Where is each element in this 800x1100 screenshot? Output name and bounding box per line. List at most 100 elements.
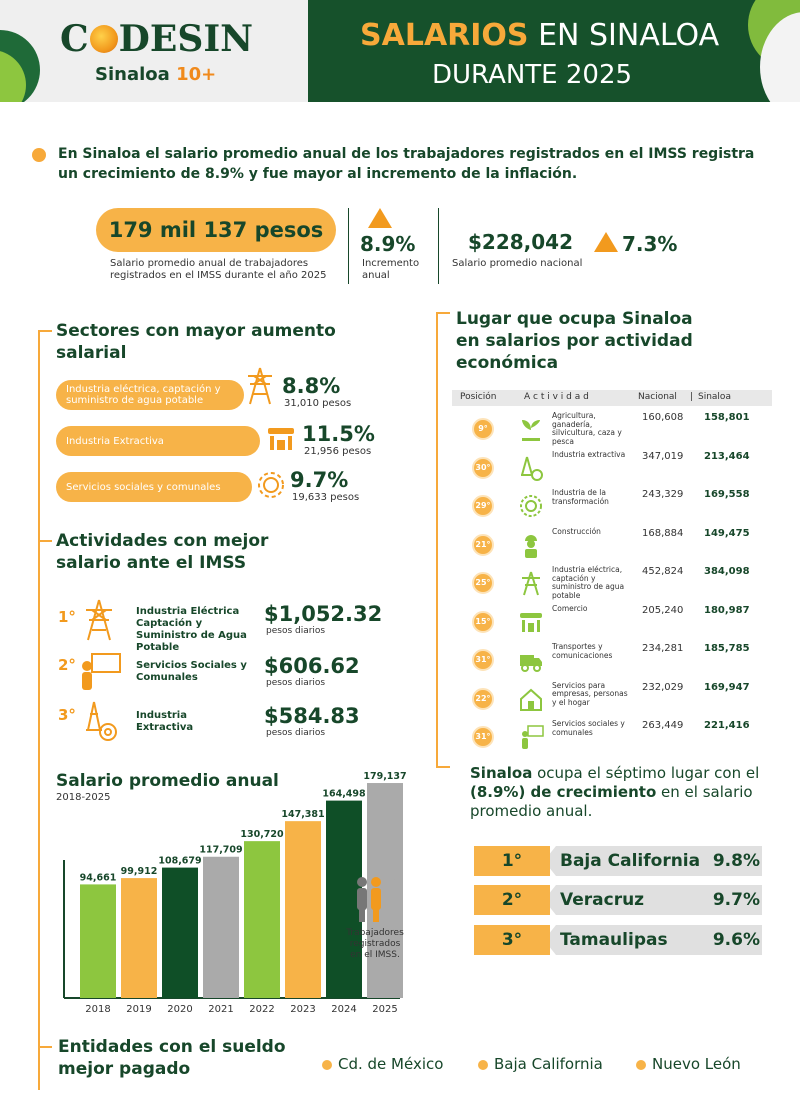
chart-title: Salario promedio anual [56, 771, 279, 791]
sector-amount: 31,010 pesos [284, 398, 352, 409]
main-salary-pill: 179 mil 137 pesos [96, 208, 336, 252]
table-row: 31° Servicios sociales y comunales 263,449… [452, 719, 772, 758]
x-tick-label: 2018 [85, 1004, 110, 1015]
chart-annotation: Trabajadores registrados en el IMSS. [346, 928, 404, 960]
table-row: 30° Industria extractiva 347,019 213,464 [452, 449, 772, 489]
legend-dot [478, 1060, 488, 1070]
logo-subtitle: Sinaloa 10+ [95, 64, 217, 85]
bar-2019 [121, 878, 157, 998]
sector-amount: 21,956 pesos [304, 446, 372, 457]
ranking-position: 2° [474, 885, 550, 915]
row-nacional: 168,884 [642, 527, 684, 539]
col-sinaloa: Sinaloa [698, 392, 731, 402]
legend-label: Cd. de México [338, 1055, 444, 1073]
bar-2022 [244, 841, 280, 998]
section-guide-line [38, 330, 52, 1090]
increase-label: Incremento anual [362, 258, 420, 281]
ranking-bar [544, 885, 762, 915]
logo-text-rest: DESIN [118, 18, 254, 60]
activity-rank: 3° [58, 706, 76, 724]
drill-icon [521, 456, 543, 481]
section-guide-tick [436, 766, 450, 768]
chart-subtitle: 2018-2025 [56, 792, 111, 803]
row-activity: Industria eléctrica, captación y suminis… [552, 565, 625, 600]
footer-title: Entidades con el sueldo mejor pagado [58, 1037, 286, 1079]
bar-2021 [203, 856, 239, 998]
national-salary-value: $228,042 [468, 230, 574, 254]
activity-rank: 2° [58, 656, 76, 674]
bar-2023 [285, 821, 321, 998]
row-nacional: 205,240 [642, 604, 684, 616]
table-header: Posición A c t i v i d a d Nacional | Si… [452, 390, 772, 406]
section-guide-line [436, 312, 438, 768]
legend-label: Nuevo León [652, 1055, 741, 1073]
activity-rank: 1° [58, 608, 76, 626]
table-title: Lugar que ocupa Sinaloa en salarios por a… [456, 309, 693, 373]
teacher-icon [82, 653, 121, 690]
row-nacional: 452,824 [642, 566, 684, 577]
truck-icon [520, 655, 542, 672]
sector-amount: 19,633 pesos [292, 492, 360, 503]
row-sinaloa: 213,464 [704, 450, 750, 462]
row-activity: Industria extractiva [552, 449, 626, 459]
sun-logo-icon [89, 25, 118, 53]
power-tower-icon [248, 367, 272, 405]
header-logo-panel [0, 0, 308, 102]
national-salary-label: Salario promedio nacional [452, 258, 583, 269]
activities-title: Actividades con mejor salario ante el IMS… [56, 531, 269, 573]
row-position: 15° [472, 610, 494, 633]
divider [348, 208, 349, 284]
national-pct: 7.3% [622, 232, 678, 256]
header-title-panel [308, 0, 800, 102]
table-row: 25° Industria eléctrica, captación y sumi… [452, 565, 772, 604]
row-sinaloa: 169,947 [704, 681, 750, 693]
row-sinaloa: 158,801 [704, 412, 750, 423]
table-row: 21° Construcción 168,884 149,475 [452, 527, 772, 566]
up-triangle-icon [594, 232, 618, 252]
col-separator: | [690, 392, 694, 402]
increase-value: 8.9% [360, 232, 416, 256]
row-position: 9° [472, 418, 494, 440]
sector-pct: 9.7% [290, 468, 349, 492]
workers-icon [357, 877, 395, 922]
activity-unit: pesos diarios [266, 626, 326, 636]
row-position: 31° [472, 649, 494, 671]
legend-dot [322, 1060, 332, 1070]
row-nacional: 347,019 [642, 450, 684, 462]
row-sinaloa: 149,475 [704, 527, 750, 539]
ranking-bar [544, 846, 762, 876]
section-guide-tick [38, 540, 52, 546]
sectors-title: Sectores con mayor aumento salarial [56, 321, 336, 363]
ranking-position: 3° [474, 925, 550, 955]
row-nacional: 234,281 [642, 643, 684, 654]
col-nacional: Nacional [638, 392, 677, 402]
bar-value-label: 99,912 [121, 866, 158, 877]
page-title-line2: DURANTE 2025 [432, 60, 633, 90]
sector-pill: Industria Extractiva [56, 426, 260, 456]
row-nacional: 232,029 [642, 681, 684, 693]
teacher-icon [522, 725, 544, 749]
store-icon [520, 612, 542, 632]
row-activity: Industria de la transformación [552, 488, 609, 506]
activity-value: $584.83 [264, 704, 360, 728]
table-row: 9° Agricultura, ganadería, silvicultura, … [452, 411, 772, 450]
sector-pct: 11.5% [302, 422, 375, 446]
activity-value: $606.62 [264, 654, 360, 678]
main-salary-caption: Salario promedio anual de trabajadores r… [110, 258, 327, 281]
col-posicion: Posición [460, 392, 497, 402]
row-activity: Servicios sociales y comunales [552, 719, 625, 737]
bar-value-label: 130,720 [240, 829, 284, 840]
row-position: 29° [472, 495, 494, 517]
x-tick-label: 2024 [331, 1004, 356, 1015]
activity-name: Industria Eléctrica Captación y Suminist… [136, 606, 247, 653]
row-position: 21° [472, 533, 494, 556]
row-activity: Comercio [552, 603, 588, 613]
row-position: 25° [472, 572, 494, 594]
row-position: 31° [472, 726, 494, 748]
activity-unit: pesos diarios [266, 678, 326, 688]
conclusion-text: Sinaloa ocupa el séptimo lugar con el (8… [470, 764, 760, 820]
x-tick-label: 2022 [249, 1004, 274, 1015]
row-sinaloa: 185,785 [704, 643, 750, 654]
table-row: 22° Servicios para empresas, personas y e… [452, 681, 772, 720]
row-activity: Agricultura, ganadería, silvicultura, ca… [552, 411, 622, 446]
